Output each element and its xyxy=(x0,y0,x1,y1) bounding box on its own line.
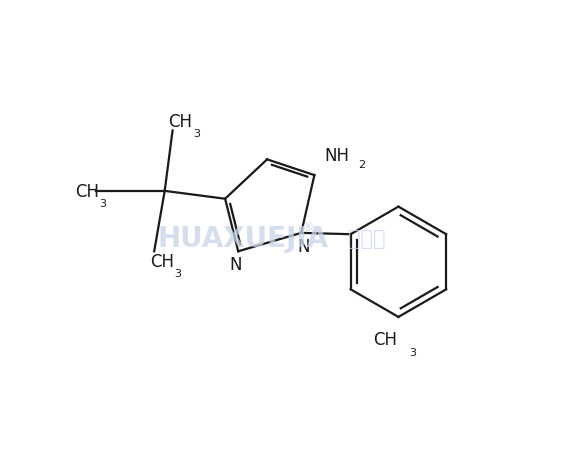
Text: 3: 3 xyxy=(193,129,200,138)
Text: CH: CH xyxy=(75,183,99,200)
Text: 化学加: 化学加 xyxy=(348,229,385,249)
Text: N: N xyxy=(230,256,242,274)
Text: N: N xyxy=(297,238,310,255)
Text: 2: 2 xyxy=(358,159,365,169)
Text: HUAXUEJIA: HUAXUEJIA xyxy=(158,225,329,253)
Text: NH: NH xyxy=(324,147,349,165)
Text: 3: 3 xyxy=(409,347,416,357)
Text: 3: 3 xyxy=(99,198,107,208)
Text: CH: CH xyxy=(373,331,397,349)
Text: 3: 3 xyxy=(175,268,182,278)
Text: ®: ® xyxy=(301,221,313,234)
Text: CH: CH xyxy=(168,113,192,131)
Text: CH: CH xyxy=(150,252,174,270)
